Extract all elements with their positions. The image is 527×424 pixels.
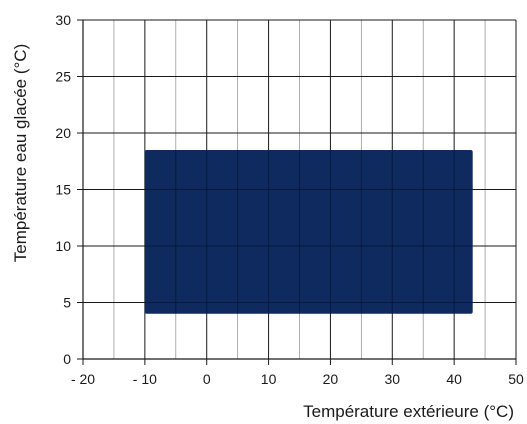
- y-tick-label: 30: [55, 12, 71, 28]
- range-grid-overlay: [144, 149, 473, 314]
- x-tick-label: 20: [323, 371, 339, 387]
- y-axis-title: Température eau glacée (°C): [11, 44, 30, 262]
- x-tick-label: 0: [203, 371, 211, 387]
- y-tick-label: 25: [55, 69, 71, 85]
- x-tick-label: 30: [384, 371, 400, 387]
- axis-ticks: - 20 - 10 0 10 20 30 40 50 0 5 10 15 20 25 30: [55, 12, 524, 387]
- x-tick-label: - 20: [71, 371, 95, 387]
- x-tick-label: 50: [508, 371, 524, 387]
- x-tick-label: 10: [261, 371, 277, 387]
- y-tick-label: 0: [63, 351, 71, 367]
- y-tick-label: 20: [55, 125, 71, 141]
- y-tick-label: 10: [55, 238, 71, 254]
- x-axis-title: Température extérieure (°C): [303, 402, 514, 421]
- axes: [82, 19, 516, 360]
- y-tick-label: 15: [55, 182, 71, 198]
- operating-range-area: [144, 149, 473, 314]
- y-tick-label: 5: [63, 295, 71, 311]
- x-tick-label: 40: [446, 371, 462, 387]
- x-tick-label: - 10: [133, 371, 157, 387]
